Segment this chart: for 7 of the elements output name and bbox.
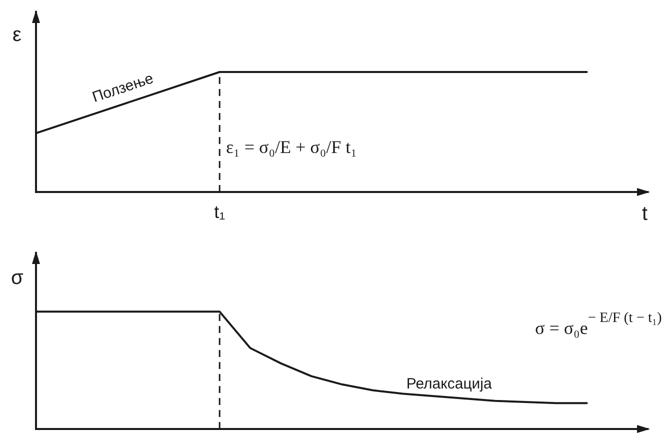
y-axis-title: ε: [12, 24, 22, 46]
annotation: σ = σ₀e$^{− E/F (t − t₁)}$: [535, 310, 662, 338]
annotation: ε₁ = σ₀/E + σ₀/F t₁: [226, 137, 357, 157]
x-axis-title: t: [642, 203, 648, 225]
text: t₁: [214, 202, 226, 222]
y-axis-title: σ: [11, 267, 24, 289]
series-label: Релаксација: [406, 375, 493, 392]
